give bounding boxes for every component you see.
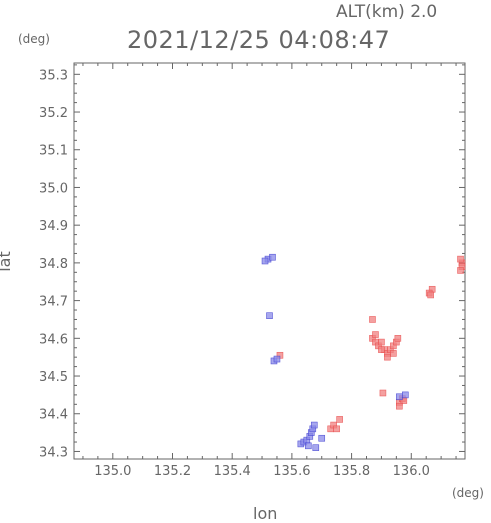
y-tick-label: 34.7 <box>39 295 68 310</box>
echo-point-positive <box>378 346 385 353</box>
echo-point-positive <box>369 316 376 323</box>
y-tick-label: 34.4 <box>39 408 68 423</box>
y-tick-label: 34.8 <box>39 257 68 272</box>
x-tick-label: 135.8 <box>333 464 370 479</box>
altitude-label: ALT(km) 2.0 <box>336 2 438 22</box>
echo-point-negative <box>269 253 276 261</box>
echo-point-negative <box>273 355 281 363</box>
y-tick-label: 34.5 <box>39 370 68 385</box>
echo-point-negative <box>396 393 403 401</box>
y-tick-label: 34.6 <box>39 332 68 347</box>
y-axis-unit: (deg) <box>18 32 50 46</box>
echo-point-positive <box>379 389 387 397</box>
x-axis-unit: (deg) <box>452 486 484 500</box>
chart-title-timestamp: 2021/12/25 04:08:47 <box>127 26 391 54</box>
echo-point-negative <box>266 312 273 319</box>
echo-point-positive <box>384 353 391 361</box>
echo-point-negative <box>312 444 320 451</box>
echo-point-positive <box>333 425 340 433</box>
y-tick-label: 35.2 <box>39 106 68 121</box>
x-axis-label: lon <box>253 504 278 523</box>
echo-point-positive <box>394 335 402 342</box>
echo-point-negative <box>305 442 312 450</box>
axis-ticks: 135.0 135.2 135.4 135.6 135.8 136.0 34.3 34.4 34… <box>39 63 465 479</box>
echo-point-positive <box>457 255 464 263</box>
echo-point-negative <box>318 434 326 442</box>
echo-point-positive <box>390 350 397 357</box>
x-tick-label: 135.0 <box>94 464 131 479</box>
echo-point-positive <box>457 267 464 274</box>
x-tick-label: 135.2 <box>154 464 191 479</box>
y-tick-label: 34.3 <box>39 445 68 460</box>
echo-point-positive <box>396 402 403 410</box>
echo-point-positive <box>372 331 379 338</box>
echo-point-positive <box>427 291 434 299</box>
y-tick-label: 35.0 <box>39 181 68 196</box>
y-tick-label: 34.9 <box>39 219 68 234</box>
echo-point-positive <box>336 416 343 423</box>
y-tick-label: 35.1 <box>39 144 68 159</box>
echo-point-negative <box>402 391 409 399</box>
data-marks <box>261 253 466 451</box>
y-tick-label: 35.3 <box>39 68 68 83</box>
x-tick-label: 135.4 <box>214 464 251 479</box>
echo-point-positive <box>378 338 385 346</box>
x-tick-label: 135.6 <box>273 464 310 479</box>
echo-point-negative <box>310 421 318 429</box>
echo-point-negative <box>261 257 269 265</box>
x-tick-label: 136.0 <box>393 464 430 479</box>
